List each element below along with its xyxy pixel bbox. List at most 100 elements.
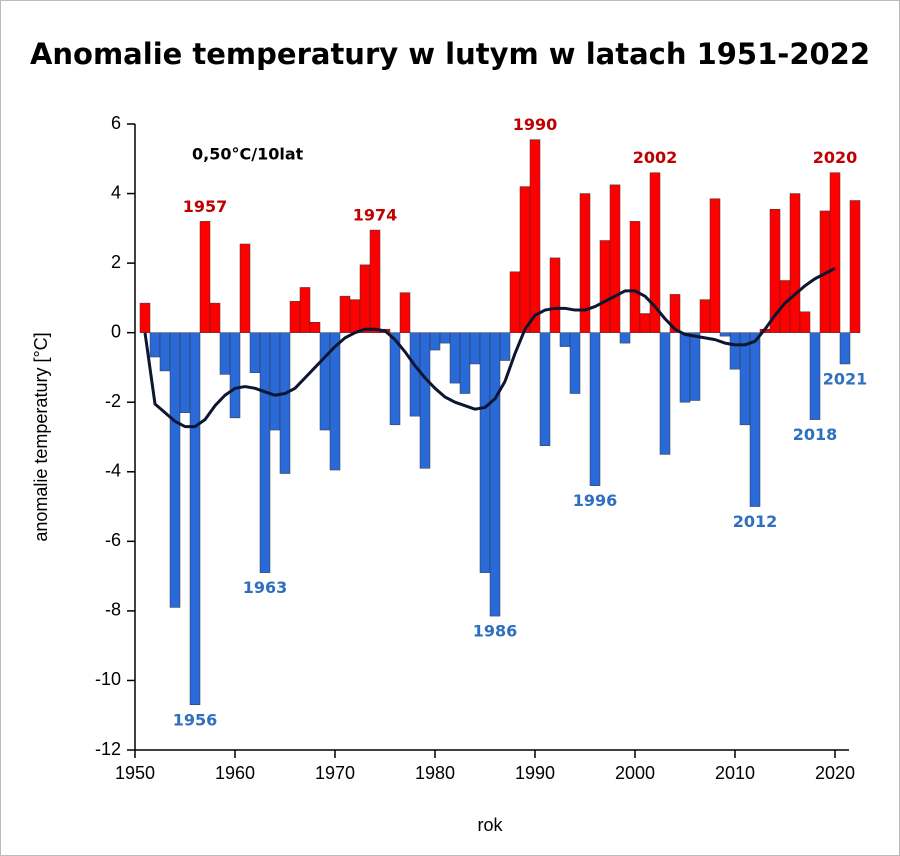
- bar: [739, 332, 751, 426]
- x-tick-label: 1950: [115, 763, 155, 783]
- bar: [399, 292, 411, 333]
- bar: [409, 332, 421, 417]
- bar: [299, 287, 311, 333]
- bar: [359, 264, 371, 333]
- bar: [159, 332, 171, 372]
- year-label: 2020: [813, 148, 858, 167]
- bar: [549, 257, 561, 333]
- year-label: 2012: [733, 512, 778, 531]
- year-label: 1996: [573, 491, 618, 510]
- bar: [269, 332, 281, 431]
- bar: [249, 332, 261, 373]
- year-label: 2002: [633, 148, 678, 167]
- bar: [169, 332, 181, 608]
- y-tick-label: -6: [105, 530, 121, 550]
- bar: [749, 332, 761, 507]
- bar: [429, 332, 441, 351]
- year-label: 2018: [793, 425, 838, 444]
- bar: [769, 208, 781, 333]
- bar: [149, 332, 161, 358]
- bar: [589, 332, 601, 486]
- trend-note: 0,50°C/10lat: [192, 145, 304, 164]
- bar: [699, 299, 711, 333]
- bar: [569, 332, 581, 394]
- bar: [649, 172, 661, 333]
- bar: [629, 221, 641, 333]
- bar: [389, 332, 401, 426]
- bar: [419, 332, 431, 469]
- bar: [519, 186, 531, 333]
- bar: [309, 321, 321, 333]
- bar: [179, 332, 191, 413]
- year-label: 1956: [173, 710, 218, 729]
- year-label: 1990: [513, 115, 558, 134]
- year-label: 1986: [473, 622, 518, 641]
- x-tick-label: 1980: [415, 763, 455, 783]
- bar: [599, 240, 611, 333]
- bar: [729, 332, 741, 370]
- year-label: 2021: [823, 369, 868, 388]
- bar: [229, 332, 241, 419]
- y-tick-label: -8: [105, 600, 121, 620]
- y-tick-label: 0: [111, 321, 121, 341]
- y-tick-label: -12: [95, 739, 121, 759]
- y-tick-label: 6: [111, 113, 121, 133]
- x-axis-label: rok: [477, 815, 503, 835]
- x-tick-label: 1970: [315, 763, 355, 783]
- bar: [469, 332, 481, 365]
- bar: [619, 332, 631, 344]
- x-tick-label: 1960: [215, 763, 255, 783]
- bar: [809, 332, 821, 420]
- chart-title: Anomalie temperatury w lutym w latach 19…: [30, 37, 870, 71]
- bar: [319, 332, 331, 431]
- bar: [689, 332, 701, 401]
- bar: [349, 299, 361, 333]
- bar: [669, 294, 681, 333]
- bar: [139, 302, 151, 333]
- bar: [529, 139, 541, 333]
- bar: [719, 332, 731, 337]
- y-tick-label: -4: [105, 461, 121, 481]
- bar: [789, 193, 801, 333]
- bar: [199, 221, 211, 333]
- bar: [839, 332, 851, 365]
- bar: [339, 295, 351, 333]
- bar: [559, 332, 571, 347]
- smooth-line: [143, 266, 836, 429]
- y-axis-label: anomalie temperatury [°C]: [31, 332, 51, 541]
- year-label: 1957: [183, 197, 228, 216]
- x-tick-label: 2000: [615, 763, 655, 783]
- bar: [499, 332, 511, 361]
- bar: [449, 332, 461, 384]
- bar: [369, 229, 381, 333]
- x-tick-label: 1990: [515, 763, 555, 783]
- bar: [799, 311, 811, 333]
- bar: [849, 200, 861, 333]
- bar: [439, 332, 451, 344]
- x-tick-label: 2010: [715, 763, 755, 783]
- year-label: 1963: [243, 578, 288, 597]
- bar: [239, 243, 251, 333]
- bar: [459, 332, 471, 394]
- bar: [279, 332, 291, 474]
- bar: [289, 301, 301, 333]
- bar: [639, 313, 651, 333]
- bar: [579, 193, 591, 333]
- bar: [679, 332, 691, 403]
- bar: [659, 332, 671, 455]
- bar: [509, 271, 521, 333]
- bar: [609, 184, 621, 333]
- bar: [709, 198, 721, 333]
- bar: [489, 332, 501, 617]
- bar: [189, 332, 201, 706]
- y-tick-label: -2: [105, 391, 121, 411]
- year-label: 1974: [353, 206, 398, 225]
- bar: [539, 332, 551, 446]
- x-tick-label: 2020: [815, 763, 855, 783]
- bar: [259, 332, 271, 573]
- bar: [329, 332, 341, 471]
- bar: [209, 302, 221, 333]
- bar: [829, 172, 841, 333]
